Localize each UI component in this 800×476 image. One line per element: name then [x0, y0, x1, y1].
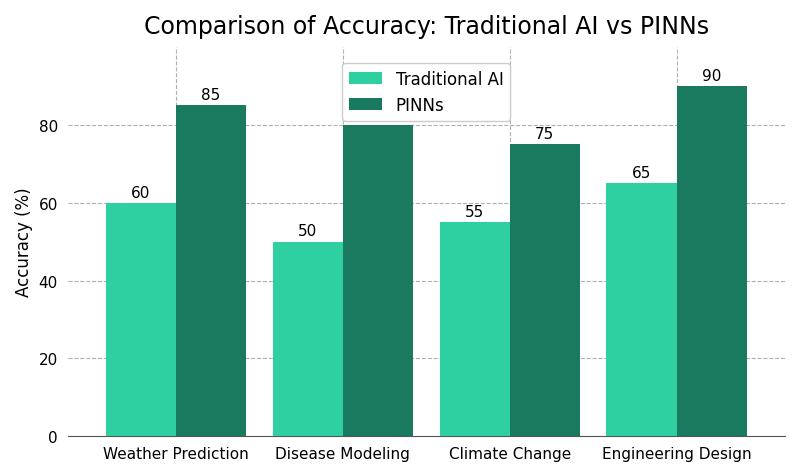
Bar [343, 126, 413, 436]
Legend: Traditional AI, PINNs: Traditional AI, PINNs [342, 64, 510, 121]
Bar [677, 87, 746, 436]
Text: 85: 85 [202, 88, 221, 103]
Text: 50: 50 [298, 224, 318, 239]
Text: 75: 75 [535, 127, 554, 142]
Title: Comparison of Accuracy: Traditional AI vs PINNs: Comparison of Accuracy: Traditional AI v… [144, 15, 709, 39]
Text: 60: 60 [131, 185, 150, 200]
Bar [606, 184, 677, 436]
Bar [176, 106, 246, 436]
Text: 80: 80 [368, 108, 387, 122]
Bar [510, 145, 580, 436]
Y-axis label: Accuracy (%): Accuracy (%) [15, 188, 33, 297]
Text: 65: 65 [632, 166, 651, 181]
Text: 90: 90 [702, 69, 722, 83]
Bar [106, 203, 176, 436]
Bar [273, 242, 343, 436]
Text: 55: 55 [465, 205, 484, 219]
Bar [440, 223, 510, 436]
